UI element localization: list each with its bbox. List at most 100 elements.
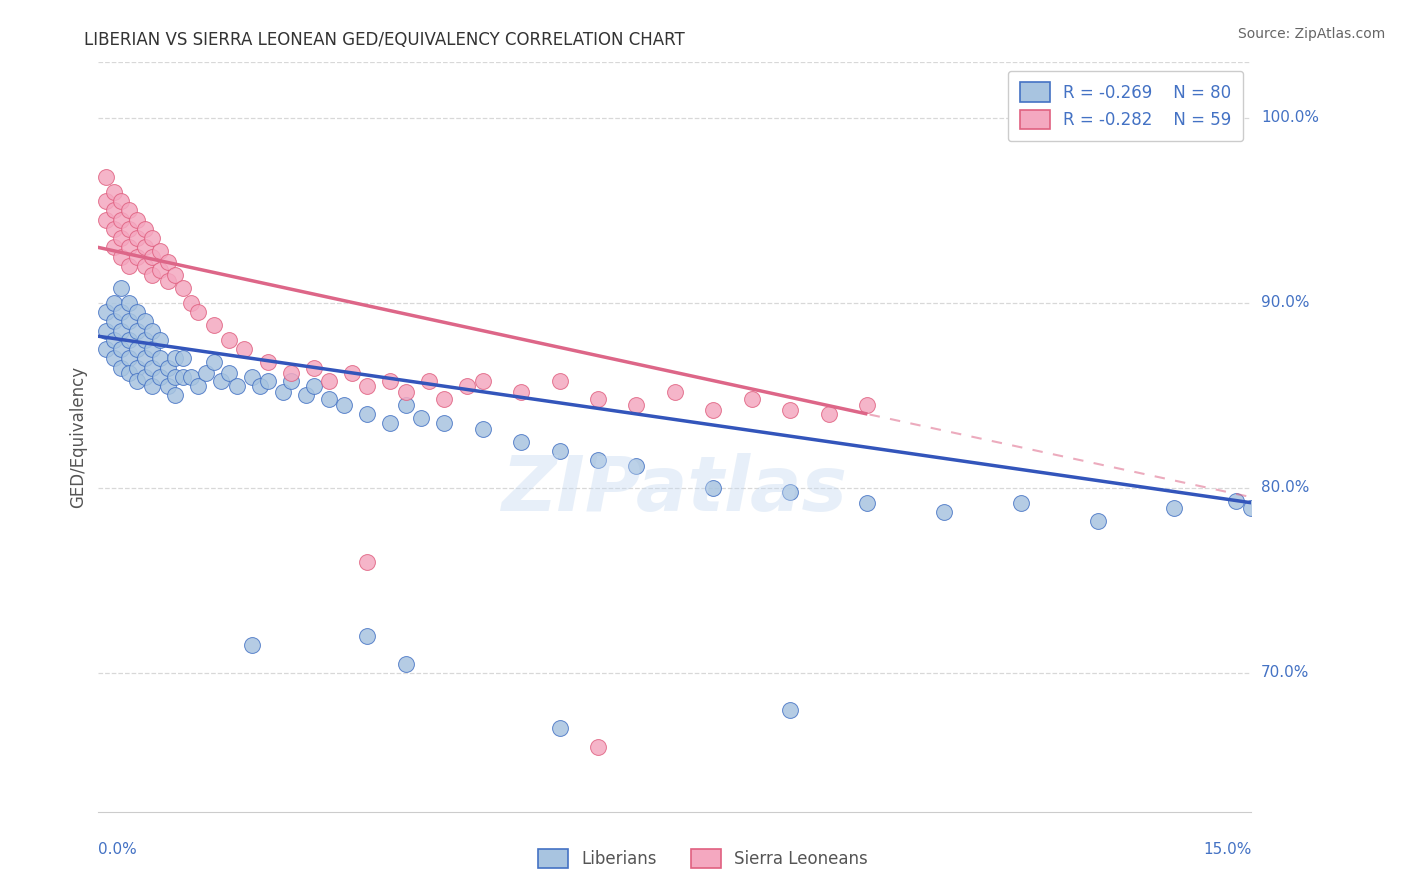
Point	[817, 407, 839, 421]
Point	[103, 240, 125, 254]
Text: ZIPatlas: ZIPatlas	[502, 452, 848, 526]
Text: 0.0%: 0.0%	[98, 842, 138, 857]
Point	[180, 296, 202, 310]
Point	[187, 379, 209, 393]
Point	[156, 274, 179, 288]
Point	[1240, 501, 1263, 516]
Point	[586, 739, 609, 754]
Point	[202, 318, 225, 333]
Point	[103, 333, 125, 347]
Point	[118, 203, 141, 218]
Point	[302, 360, 325, 375]
Point	[356, 629, 378, 643]
Point	[418, 374, 440, 388]
Point	[548, 374, 571, 388]
Point	[118, 222, 141, 236]
Point	[141, 250, 163, 264]
Point	[149, 370, 172, 384]
Point	[125, 360, 148, 375]
Point	[94, 170, 117, 185]
Point	[103, 351, 125, 366]
Point	[249, 379, 271, 393]
Point	[741, 392, 763, 406]
Point	[471, 422, 494, 436]
Point	[110, 212, 132, 227]
Point	[626, 398, 648, 412]
Point	[110, 231, 132, 245]
Point	[510, 434, 533, 449]
Point	[356, 407, 378, 421]
Point	[165, 351, 187, 366]
Point	[156, 255, 179, 269]
Point	[779, 403, 801, 417]
Point	[380, 374, 402, 388]
Point	[240, 638, 263, 652]
Legend: Liberians, Sierra Leoneans: Liberians, Sierra Leoneans	[531, 842, 875, 875]
Point	[110, 342, 132, 356]
Point	[218, 333, 240, 347]
Point	[149, 333, 172, 347]
Point	[118, 259, 141, 273]
Point	[340, 366, 363, 380]
Text: 80.0%: 80.0%	[1261, 481, 1309, 495]
Point	[395, 657, 418, 671]
Point	[433, 416, 456, 430]
Point	[110, 324, 132, 338]
Point	[256, 374, 278, 388]
Point	[333, 398, 356, 412]
Point	[103, 314, 125, 328]
Y-axis label: GED/Equivalency: GED/Equivalency	[69, 366, 87, 508]
Point	[295, 388, 318, 402]
Point	[702, 403, 724, 417]
Point	[134, 314, 156, 328]
Point	[165, 388, 187, 402]
Point	[932, 505, 955, 519]
Text: 70.0%: 70.0%	[1261, 665, 1309, 681]
Point	[94, 194, 117, 209]
Point	[510, 384, 533, 399]
Point	[586, 453, 609, 467]
Point	[395, 398, 418, 412]
Point	[125, 250, 148, 264]
Point	[702, 481, 724, 495]
Point	[456, 379, 478, 393]
Point	[202, 355, 225, 369]
Point	[172, 351, 194, 366]
Point	[125, 305, 148, 319]
Legend: R = -0.269    N = 80, R = -0.282    N = 59: R = -0.269 N = 80, R = -0.282 N = 59	[1008, 70, 1243, 141]
Point	[134, 259, 156, 273]
Point	[134, 240, 156, 254]
Point	[256, 355, 278, 369]
Point	[302, 379, 325, 393]
Point	[125, 342, 148, 356]
Point	[356, 379, 378, 393]
Point	[110, 305, 132, 319]
Point	[156, 360, 179, 375]
Point	[356, 555, 378, 569]
Point	[94, 212, 117, 227]
Point	[141, 360, 163, 375]
Point	[110, 250, 132, 264]
Point	[134, 333, 156, 347]
Point	[471, 374, 494, 388]
Point	[149, 244, 172, 259]
Point	[103, 203, 125, 218]
Point	[225, 379, 247, 393]
Point	[233, 342, 256, 356]
Point	[433, 392, 456, 406]
Point	[110, 360, 132, 375]
Point	[141, 324, 163, 338]
Point	[548, 444, 571, 458]
Point	[195, 366, 218, 380]
Point	[156, 379, 179, 393]
Point	[125, 231, 148, 245]
Point	[380, 416, 402, 430]
Point	[626, 458, 648, 473]
Point	[125, 374, 148, 388]
Point	[94, 305, 117, 319]
Point	[1163, 501, 1185, 516]
Point	[149, 262, 172, 277]
Point	[779, 484, 801, 499]
Point	[779, 703, 801, 717]
Point	[94, 324, 117, 338]
